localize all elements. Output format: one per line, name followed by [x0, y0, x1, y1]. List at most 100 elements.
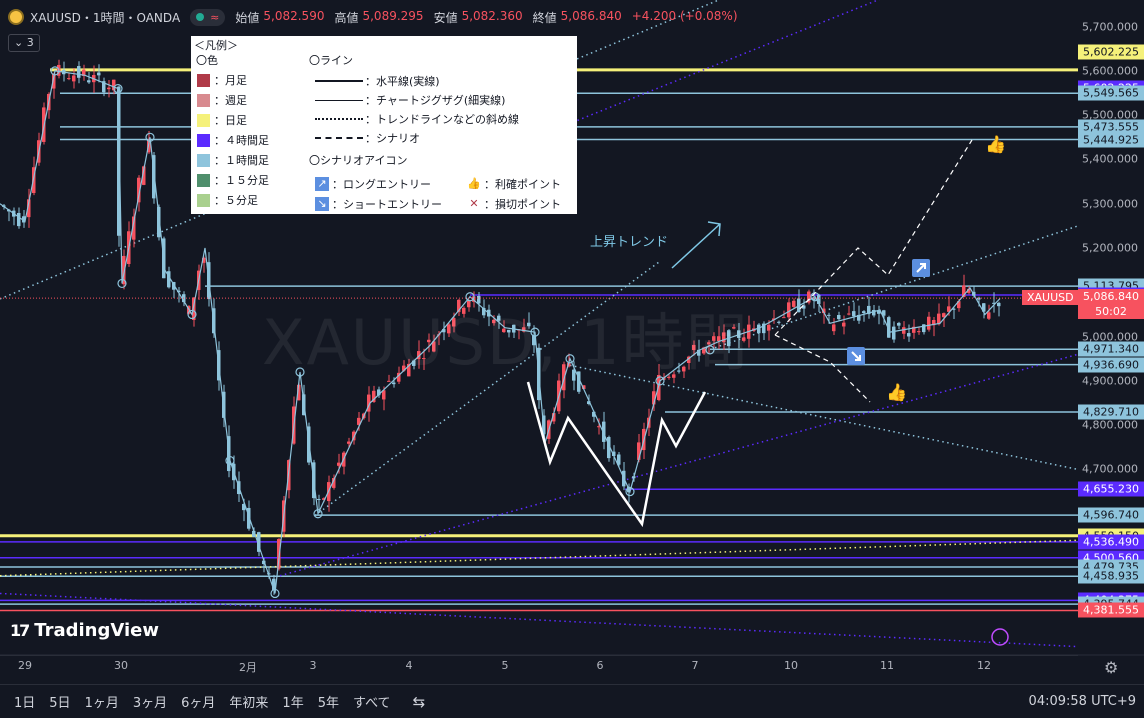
candle-body — [122, 255, 126, 285]
clock-display[interactable]: 04:09:58 UTC+9 — [1028, 694, 1136, 709]
candle-body — [107, 87, 111, 90]
candle-body — [892, 326, 896, 340]
color-swatch — [197, 133, 210, 147]
ohlc-open-value: 5,082.590 — [263, 8, 325, 23]
legend-color-item: ：月足 — [197, 72, 247, 88]
candle-body — [317, 498, 321, 500]
candle-body — [982, 303, 986, 312]
gold-symbol-icon — [8, 9, 24, 25]
price-level-label: 5,444.925 — [1078, 132, 1144, 148]
legend-icon-label: ：利確ポイント — [484, 178, 561, 191]
color-swatch — [197, 173, 210, 187]
range-button[interactable]: 6ヶ月 — [181, 696, 216, 711]
candle-body — [277, 539, 281, 569]
candle-body — [272, 578, 276, 591]
line-style-sample — [315, 80, 363, 82]
candle-body — [932, 320, 936, 326]
candle-body — [617, 454, 621, 465]
candle-body — [927, 316, 931, 330]
short-entry-icon: ↘ — [315, 197, 329, 211]
legend-line-label: ：水平線(実線) — [365, 75, 440, 88]
candle-body — [112, 79, 116, 91]
candle-body — [637, 442, 641, 460]
legend-color-label: ：１５分足 — [214, 174, 269, 187]
date-range-icon[interactable]: ⇆ — [412, 692, 426, 711]
legend-color-label: ：４時間足 — [214, 134, 269, 147]
candle-body — [452, 318, 456, 327]
candle-body — [887, 317, 891, 338]
candle-body — [532, 335, 536, 346]
legend-color-item: ：１５分足 — [197, 172, 269, 188]
trendline-dotted — [279, 353, 1079, 577]
legend-color-label: ：週足 — [214, 94, 247, 107]
candle-body — [722, 332, 726, 343]
price-axis[interactable]: 5,700.000 5,600.000 5,500.000 5,400.000 5,30… — [1078, 0, 1144, 655]
indicator-toggle[interactable]: ⌄ 3 — [8, 34, 40, 52]
color-swatch — [197, 73, 210, 87]
candle-body — [392, 382, 396, 385]
symbol-title[interactable]: XAUUSD・1時間・OANDA — [30, 10, 181, 25]
price-level-label: 5,549.565 — [1078, 85, 1144, 101]
candle-body — [912, 326, 916, 333]
price-level-label: 5,473.555 — [1078, 119, 1144, 135]
candle-body — [787, 302, 791, 318]
candle-body — [672, 374, 676, 378]
candle-body — [367, 394, 371, 412]
legend-colors-heading: 〇色 — [196, 54, 218, 67]
time-axis[interactable]: 29 30 2月 3 4 5 6 7 10 11 12 — [0, 655, 1078, 676]
candle-body — [137, 177, 141, 203]
candle-body — [702, 347, 706, 354]
candle-body — [552, 413, 556, 422]
bottom-toolbar: 1日 5日 1ヶ月 3ヶ月 6ヶ月 年初来 1年 5年 すべて ⇆ 04:09:58 UTC+9 — [0, 684, 1144, 718]
candle-body — [407, 363, 411, 377]
candle-body — [402, 365, 406, 371]
uptrend-arrow-head — [707, 221, 721, 237]
candle-body — [852, 311, 856, 317]
line-style-sample — [315, 118, 363, 120]
range-button[interactable]: 1ヶ月 — [84, 696, 119, 711]
legend-icon-item: ↗ ：ロングエントリー — [315, 176, 431, 192]
ohlc-high-key: 高値 — [334, 10, 359, 25]
price-tick-label: 5,500.000 — [1082, 108, 1138, 122]
legend-icon-item: 👍 ：利確ポイント — [467, 176, 561, 192]
range-button[interactable]: 1日 — [14, 696, 36, 711]
swing-point-marker — [655, 376, 665, 386]
candle-body — [377, 389, 381, 396]
candle-body — [942, 313, 946, 318]
candle-body — [132, 216, 136, 240]
legend-line-label: ：シナリオ — [365, 132, 420, 145]
range-button[interactable]: すべて — [352, 696, 391, 711]
stop-loss-icon: ✕ — [469, 197, 479, 210]
price-level-label: 4,381.555 — [1078, 602, 1144, 618]
candle-body — [117, 86, 121, 236]
gear-icon[interactable]: ⚙ — [1104, 658, 1119, 677]
candle-body — [937, 313, 941, 325]
candle-body — [242, 503, 246, 511]
candle-body — [387, 380, 391, 382]
candle-body — [597, 426, 601, 428]
legend-title: ＜凡例＞ — [194, 39, 238, 52]
chart-zigzag-line — [0, 70, 1001, 594]
market-status[interactable]: ≈ — [190, 8, 226, 26]
candle-body — [822, 308, 826, 314]
candle-body — [737, 330, 741, 338]
candle-body — [27, 199, 31, 218]
lightning-icon — [991, 628, 1009, 646]
price-tick-label: 4,800.000 — [1082, 418, 1138, 432]
legend-color-item: ：１時間足 — [197, 152, 269, 168]
candle-body — [257, 532, 261, 552]
legend-line-item: ：チャートジグザグ(細実線) — [315, 92, 505, 108]
candle-body — [917, 331, 921, 333]
time-tick-label: 2月 — [239, 661, 257, 674]
candle-body — [477, 295, 481, 304]
range-button[interactable]: 5日 — [49, 696, 71, 711]
range-button[interactable]: 5年 — [317, 696, 339, 711]
range-button[interactable]: 3ヶ月 — [132, 696, 168, 711]
range-button[interactable]: 1年 — [282, 696, 304, 711]
tradingview-logo[interactable]: 17 TradingView — [10, 620, 159, 641]
candle-body — [667, 376, 671, 378]
range-button[interactable]: 年初来 — [229, 696, 269, 711]
candle-body — [442, 329, 446, 333]
candle-body — [382, 390, 386, 400]
swing-point-marker — [295, 367, 305, 377]
